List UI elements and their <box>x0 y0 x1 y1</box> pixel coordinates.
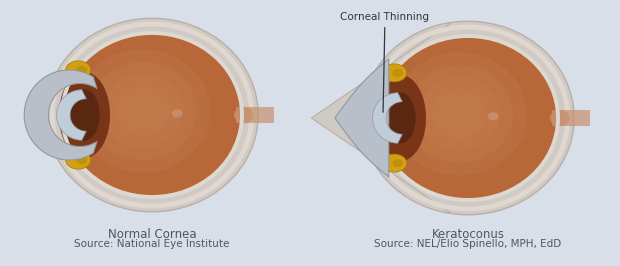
Ellipse shape <box>89 62 197 160</box>
Ellipse shape <box>116 86 170 135</box>
Ellipse shape <box>418 77 500 151</box>
Text: Normal Cornea: Normal Cornea <box>108 228 197 241</box>
Polygon shape <box>236 107 273 123</box>
Ellipse shape <box>76 66 87 74</box>
Ellipse shape <box>172 109 183 118</box>
Ellipse shape <box>392 69 403 77</box>
Text: Keratoconus: Keratoconus <box>432 228 505 241</box>
Ellipse shape <box>488 112 498 120</box>
Ellipse shape <box>76 49 211 172</box>
Polygon shape <box>311 22 451 214</box>
Ellipse shape <box>66 61 91 79</box>
Ellipse shape <box>378 36 558 200</box>
Ellipse shape <box>381 154 407 172</box>
Ellipse shape <box>391 52 526 175</box>
Text: Source: National Eye Institute: Source: National Eye Institute <box>74 239 229 249</box>
Text: Source: NEL/Elio Spinello, MPH, EdD: Source: NEL/Elio Spinello, MPH, EdD <box>374 239 562 249</box>
Polygon shape <box>552 110 590 126</box>
Ellipse shape <box>69 89 100 141</box>
Ellipse shape <box>234 107 254 123</box>
Polygon shape <box>56 90 86 140</box>
Ellipse shape <box>550 110 570 126</box>
Ellipse shape <box>386 92 415 144</box>
Ellipse shape <box>76 156 87 164</box>
Ellipse shape <box>62 33 242 197</box>
Ellipse shape <box>66 151 91 169</box>
Ellipse shape <box>46 18 258 212</box>
Ellipse shape <box>102 74 184 148</box>
Ellipse shape <box>432 89 486 139</box>
Polygon shape <box>373 93 402 143</box>
Ellipse shape <box>392 159 403 167</box>
Ellipse shape <box>405 65 513 163</box>
Ellipse shape <box>381 64 407 82</box>
Ellipse shape <box>60 72 110 158</box>
Ellipse shape <box>362 21 574 215</box>
Polygon shape <box>24 70 97 160</box>
Text: Corneal Thinning: Corneal Thinning <box>340 12 430 112</box>
Polygon shape <box>335 59 389 177</box>
Ellipse shape <box>375 75 426 161</box>
